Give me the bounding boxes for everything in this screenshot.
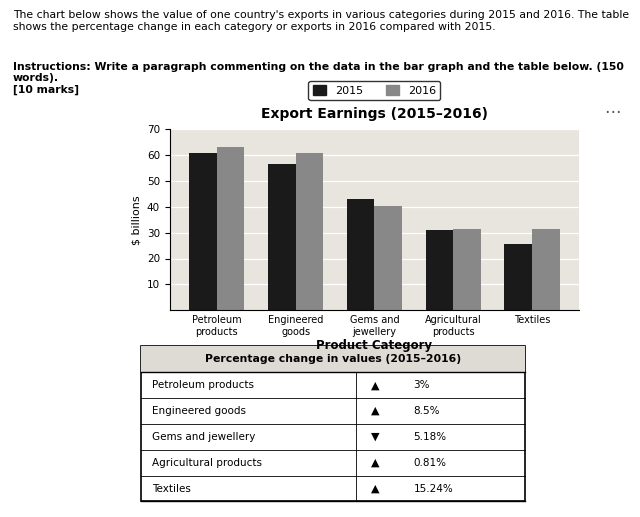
Bar [217,147,244,310]
Text: Engineered goods: Engineered goods [152,406,246,416]
Bar [504,244,532,310]
Bar [141,346,525,372]
Text: Textiles: Textiles [152,483,191,494]
Text: ▲: ▲ [371,406,380,416]
Text: Percentage change in values (2015–2016): Percentage change in values (2015–2016) [205,354,461,364]
Text: Petroleum products: Petroleum products [152,380,254,390]
Bar [426,230,453,310]
Bar [296,153,323,310]
Text: ▼: ▼ [371,432,380,442]
Text: 3%: 3% [413,380,430,390]
Bar [268,164,296,310]
Text: Product Category: Product Category [316,339,433,352]
Legend: 2015, 2016: 2015, 2016 [308,81,440,100]
Text: 5.18%: 5.18% [413,432,447,442]
Bar [347,199,374,310]
Y-axis label: $ billions: $ billions [131,195,141,245]
Text: Instructions: Write a paragraph commenting on the data in the bar graph and the : Instructions: Write a paragraph commenti… [13,62,623,95]
Bar [189,153,217,310]
Text: ▲: ▲ [371,483,380,494]
Bar [453,229,481,310]
Text: 15.24%: 15.24% [413,483,453,494]
Text: Gems and jewellery: Gems and jewellery [152,432,256,442]
Text: 8.5%: 8.5% [413,406,440,416]
Bar [532,229,559,310]
Text: ▲: ▲ [371,458,380,468]
Bar [374,205,402,310]
Text: ⋯: ⋯ [604,103,621,121]
Text: Agricultural products: Agricultural products [152,458,262,468]
Title: Export Earnings (2015–2016): Export Earnings (2015–2016) [261,107,488,121]
Text: The chart below shows the value of one country's exports in various categories d: The chart below shows the value of one c… [13,10,629,32]
Text: 0.81%: 0.81% [413,458,447,468]
Text: ▲: ▲ [371,380,380,390]
